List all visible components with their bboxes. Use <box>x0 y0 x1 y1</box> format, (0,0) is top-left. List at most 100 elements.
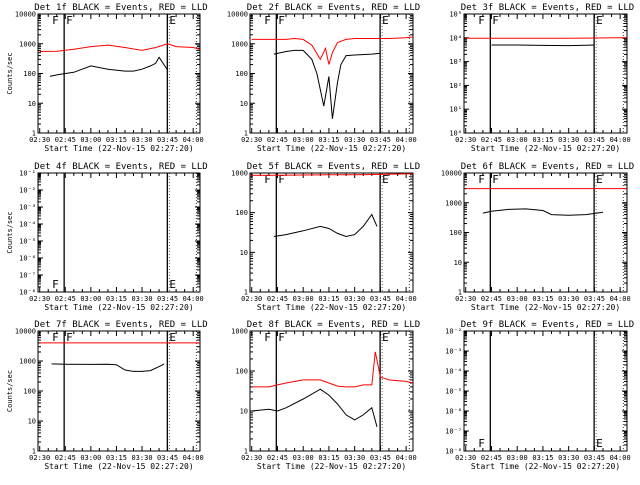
x-tick-label: 03:30 <box>131 295 152 303</box>
y-tick-label: 100 <box>235 209 248 217</box>
series-line-lld <box>465 37 627 39</box>
y-tick-label: 10⁻⁵ <box>19 238 36 246</box>
x-axis-label: Start Time (22-Nov-15 02:27:20) <box>44 144 193 153</box>
y-tick-label: 1 <box>32 448 36 456</box>
plot-frame <box>463 13 628 134</box>
y-tick-label: 1 <box>244 289 248 297</box>
y-tick-label: 10 <box>240 249 248 257</box>
x-tick-label: 02:45 <box>267 136 288 144</box>
x-tick-label: 04:00 <box>183 454 204 462</box>
x-tick-label: 02:45 <box>267 295 288 303</box>
x-tick-label: 04:00 <box>610 295 631 303</box>
x-axis-label: Start Time (22-Nov-15 02:27:20) <box>257 144 406 153</box>
y-tick-label: 10⁻⁶ <box>19 255 36 263</box>
y-tick-label: 10⁻⁸ <box>445 448 462 456</box>
series-line-lld <box>251 173 414 176</box>
x-tick-label: 02:30 <box>455 295 476 303</box>
plot-frame <box>37 330 201 452</box>
x-tick-label: 03:45 <box>584 454 605 462</box>
x-axis-label: Start Time (22-Nov-15 02:27:20) <box>257 303 406 312</box>
panel-6: Det 6f BLACK = Events, RED = LLD 1 10 100 10… <box>441 162 634 312</box>
x-axis-label: Start Time (22-Nov-15 02:27:20) <box>471 462 620 471</box>
x-tick-label: 03:00 <box>293 454 314 462</box>
x-tick-label: 03:00 <box>507 295 528 303</box>
y-tick-label: 10 <box>28 418 36 426</box>
y-tick-label: 1000 <box>231 170 248 178</box>
f-marker-label: F <box>278 14 285 27</box>
panel-7: Det 7f BLACK = Events, RED = LLD 1 10 100 10… <box>6 320 208 471</box>
y-tick-label: 10⁻⁷ <box>445 428 462 436</box>
y-tick-label: 1000 <box>19 40 36 48</box>
y-tick-label: 10⁰ <box>449 130 462 138</box>
x-tick-label: 03:45 <box>157 295 178 303</box>
panel-1: Det 1f BLACK = Events, RED = LLD 1 10 100 10… <box>6 3 208 153</box>
x-tick-label: 03:00 <box>293 295 314 303</box>
x-tick-label: 04:00 <box>183 295 204 303</box>
x-tick-label: 03:45 <box>584 295 605 303</box>
plot-frame <box>249 330 414 452</box>
y-tick-label: 1000 <box>445 199 462 207</box>
y-tick-label: 100 <box>23 70 36 78</box>
y-tick-label: 10⁻³ <box>445 348 462 356</box>
y-axis-label: Counts/sec <box>6 211 14 253</box>
x-tick-label: 03:30 <box>131 136 152 144</box>
y-tick-label: 1 <box>244 448 248 456</box>
y-tick-label: 10000 <box>15 11 36 19</box>
f-marker-label: F <box>264 331 271 344</box>
x-tick-label: 02:45 <box>55 454 76 462</box>
f-marker-label: F <box>478 14 485 27</box>
x-tick-label: 03:00 <box>80 295 101 303</box>
x-tick-label: 03:30 <box>558 136 579 144</box>
e-marker-label: E <box>382 14 389 27</box>
x-axis-label: Start Time (22-Nov-15 02:27:20) <box>471 144 620 153</box>
y-tick-label: 1 <box>458 289 462 297</box>
y-tick-label: 10⁵ <box>449 11 462 19</box>
series-line-events <box>49 56 169 77</box>
y-tick-label: 1000 <box>231 328 248 336</box>
x-tick-label: 02:45 <box>481 454 502 462</box>
x-tick-label: 03:15 <box>318 454 339 462</box>
y-tick-label: 10⁻⁴ <box>19 221 36 229</box>
series-line-lld <box>251 36 414 65</box>
x-tick-label: 03:00 <box>507 454 528 462</box>
x-tick-label: 02:30 <box>241 295 262 303</box>
x-tick-label: 03:45 <box>157 136 178 144</box>
x-tick-label: 03:45 <box>584 136 605 144</box>
series-line-events <box>251 388 378 428</box>
y-tick-label: 10 <box>240 408 248 416</box>
x-tick-label: 02:30 <box>455 136 476 144</box>
e-marker-label: E <box>169 331 176 344</box>
x-tick-label: 02:45 <box>55 136 76 144</box>
f-marker-label: F <box>66 331 73 344</box>
y-tick-label: 10⁻⁸ <box>19 289 36 297</box>
panel-title: Det 7f BLACK = Events, RED = LLD <box>34 320 207 330</box>
panel-2: Det 2f BLACK = Events, RED = LLD 1 10 100 10… <box>227 3 420 153</box>
x-tick-label: 03:15 <box>318 136 339 144</box>
x-tick-label: 02:30 <box>29 454 50 462</box>
y-tick-label: 1000 <box>231 40 248 48</box>
x-tick-label: 03:15 <box>106 136 127 144</box>
y-tick-label: 1000 <box>19 358 36 366</box>
x-tick-label: 03:45 <box>370 136 391 144</box>
plot-frame <box>463 172 628 293</box>
x-tick-label: 02:30 <box>29 136 50 144</box>
x-tick-label: 03:00 <box>293 136 314 144</box>
x-tick-label: 04:00 <box>610 454 631 462</box>
panel-title: Det 6f BLACK = Events, RED = LLD <box>461 162 634 172</box>
panel-4: Det 4f BLACK = Events, RED = LLD 10⁻⁸ 10⁻⁷… <box>6 162 208 312</box>
x-tick-label: 03:30 <box>558 295 579 303</box>
x-axis-label: Start Time (22-Nov-15 02:27:20) <box>44 462 193 471</box>
f-marker-label: F <box>492 173 499 186</box>
plot-frame <box>463 330 628 452</box>
x-tick-label: 03:15 <box>532 136 553 144</box>
x-tick-label: 02:45 <box>481 136 502 144</box>
panel-title: Det 8f BLACK = Events, RED = LLD <box>247 320 420 330</box>
x-tick-label: 03:15 <box>318 295 339 303</box>
y-tick-label: 10² <box>449 82 462 90</box>
e-marker-label: E <box>596 14 603 27</box>
y-tick-label: 10⁻⁵ <box>445 388 462 396</box>
y-tick-label: 10⁻² <box>19 187 36 195</box>
x-tick-label: 03:00 <box>80 136 101 144</box>
